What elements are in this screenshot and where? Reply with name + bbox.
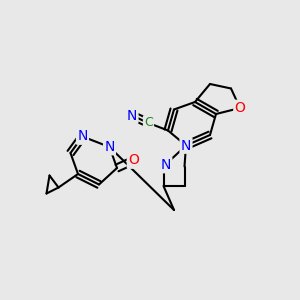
Text: C: C	[144, 116, 153, 130]
Text: N: N	[181, 139, 191, 152]
Text: N: N	[77, 130, 88, 143]
Text: O: O	[128, 154, 139, 167]
Text: O: O	[235, 101, 245, 115]
Text: N: N	[104, 140, 115, 154]
Text: N: N	[161, 158, 171, 172]
Text: N: N	[127, 109, 137, 122]
